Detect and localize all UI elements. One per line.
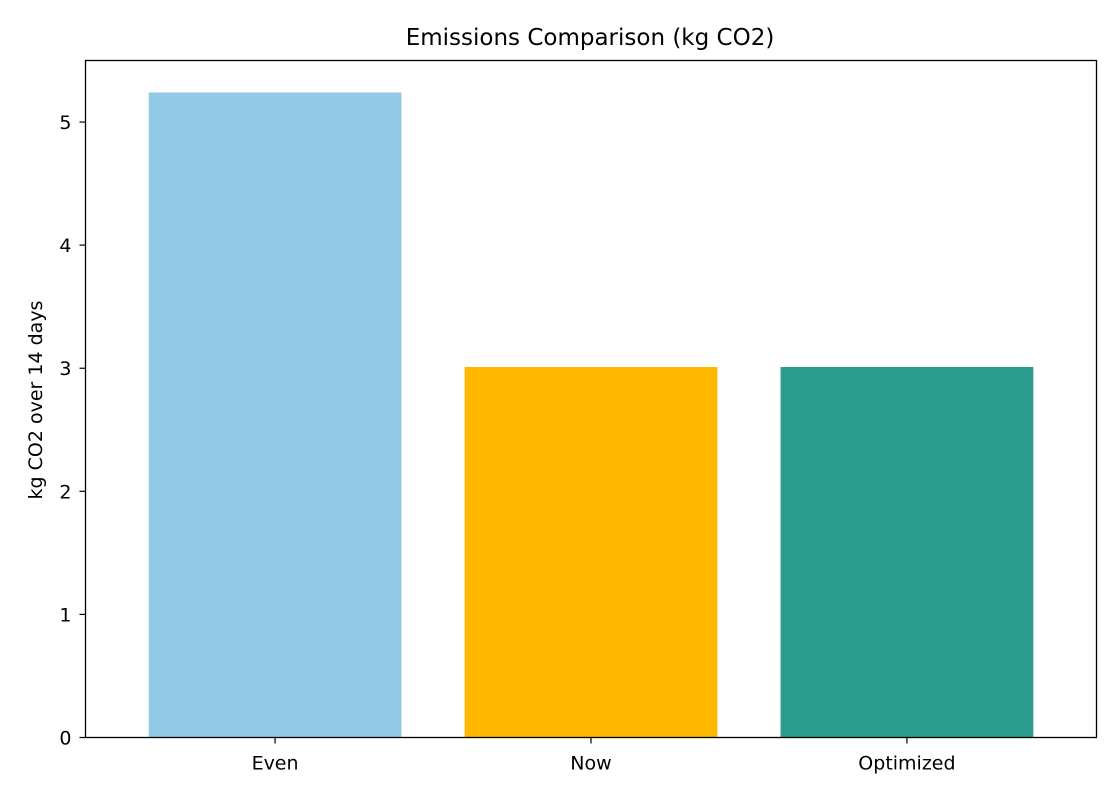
y-tick-label: 4	[59, 235, 71, 257]
y-tick-label: 1	[59, 604, 71, 626]
x-tick-label: Even	[252, 753, 299, 775]
chart-title: Emissions Comparison (kg CO2)	[406, 25, 775, 51]
x-tick-label: Optimized	[858, 753, 955, 775]
bars-group	[148, 92, 1034, 738]
bar-optimized	[780, 366, 1034, 738]
x-ticks-group: Even Now Optimized	[252, 737, 956, 775]
bar-even	[148, 92, 402, 738]
y-tick-label: 5	[59, 112, 71, 134]
x-tick-label: Now	[570, 753, 611, 775]
y-tick-label: 3	[59, 358, 71, 380]
y-tick-label: 2	[59, 481, 71, 503]
bar-now	[464, 366, 718, 738]
y-ticks-group: 0 1 2 3 4 5	[59, 112, 86, 750]
y-axis-label: kg CO2 over 14 days	[25, 301, 47, 500]
y-tick-label: 0	[59, 728, 71, 750]
plot-frame	[84, 59, 1098, 739]
